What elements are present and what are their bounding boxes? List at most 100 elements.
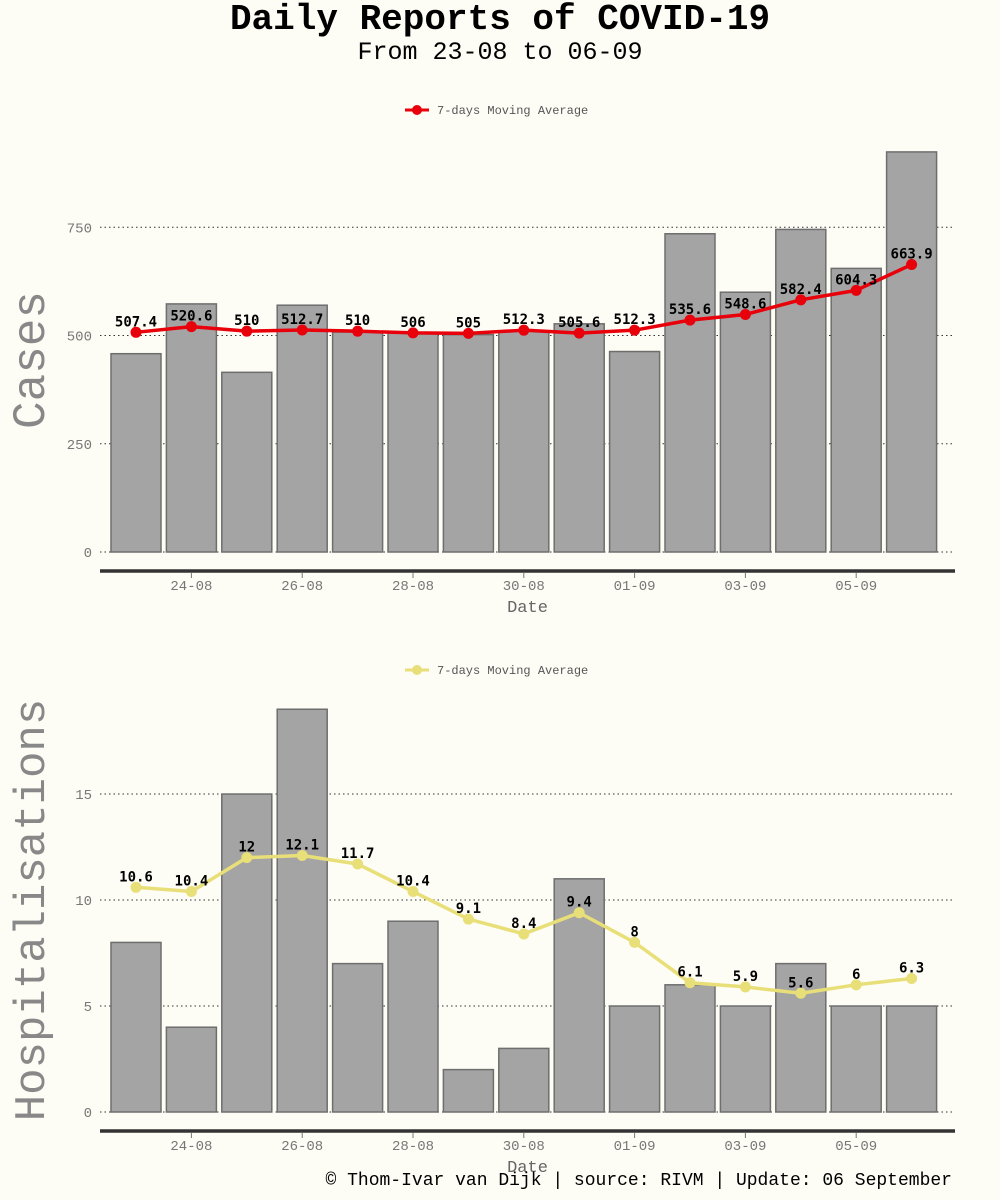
moving-average-data-label: 6.3	[899, 960, 924, 976]
hospitalisations-chart: 7-days Moving Average 0 5 10 15 10.6 10.4 12 12.…	[8, 664, 955, 1178]
bar	[498, 1047, 550, 1113]
x-axis-title: Date	[507, 599, 548, 618]
x-tick-label: 05-09	[835, 579, 877, 595]
moving-average-data-label: 548.6	[724, 296, 766, 312]
bar	[331, 331, 384, 553]
bar	[276, 304, 328, 553]
x-tick-label: 01-09	[614, 1139, 656, 1155]
bar	[830, 1005, 882, 1113]
chart-subtitle: From 23-08 to 06-09	[357, 38, 643, 67]
moving-average-data-label: 512.3	[503, 312, 545, 328]
bar	[775, 228, 827, 553]
x-tick-label: 26-08	[281, 579, 323, 595]
moving-average-point	[241, 325, 253, 337]
bar	[664, 984, 716, 1113]
y-axis-title: Hospitalisations	[8, 699, 58, 1121]
x-tick-label: 30-08	[503, 1139, 545, 1155]
bar	[442, 1068, 495, 1113]
moving-average-point	[352, 325, 364, 337]
moving-average-data-label: 512.7	[281, 312, 323, 328]
moving-average-data-label: 6	[852, 967, 860, 983]
bar	[110, 352, 162, 553]
moving-average-point	[296, 324, 308, 336]
moving-average-data-label: 507.4	[115, 314, 157, 330]
bar	[885, 151, 938, 553]
moving-average-data-label: 9.1	[456, 901, 481, 917]
bar	[165, 303, 218, 553]
moving-average-data-label: 510	[345, 313, 370, 329]
moving-average-point	[518, 324, 530, 336]
legend-marker	[412, 105, 422, 115]
moving-average-data-label: 512.3	[614, 312, 656, 328]
moving-average-data-label: 582.4	[780, 282, 822, 298]
moving-average-data-label: 520.6	[170, 309, 212, 325]
moving-average-data-label: 10.4	[175, 874, 209, 890]
bar	[387, 332, 439, 553]
bar	[830, 267, 882, 553]
bar	[664, 233, 716, 553]
bar	[387, 920, 439, 1113]
bar	[498, 330, 550, 553]
bar	[165, 1026, 218, 1113]
bar	[442, 333, 495, 553]
moving-average-point	[795, 987, 807, 999]
moving-average-data-label: 663.9	[891, 247, 933, 263]
bar	[276, 708, 328, 1113]
moving-average-point	[573, 907, 585, 919]
x-axis-title: Date	[507, 1159, 548, 1178]
moving-average-point	[739, 981, 751, 993]
bar	[221, 793, 273, 1113]
y-tick-label: 0	[84, 546, 92, 562]
moving-average-data-label: 506	[400, 315, 425, 331]
moving-average-data-label: 505	[456, 315, 481, 331]
moving-average-point	[739, 308, 751, 320]
moving-average-data-label: 510	[234, 313, 259, 329]
moving-average-point	[850, 284, 862, 296]
moving-average-point	[906, 972, 918, 984]
moving-average-data-label: 9.4	[567, 895, 592, 911]
chart-title: Daily Reports of COVID-19	[229, 0, 771, 40]
y-tick-label: 15	[75, 788, 92, 804]
moving-average-point	[130, 881, 142, 893]
x-tick-label: 24-08	[170, 1139, 212, 1155]
x-tick-label: 03-09	[724, 579, 766, 595]
moving-average-data-label: 505.6	[558, 315, 600, 331]
x-tick-label: 24-08	[170, 579, 212, 595]
y-axis-title: Cases	[6, 291, 58, 429]
y-tick-label: 750	[67, 221, 92, 237]
x-tick-label: 01-09	[614, 579, 656, 595]
x-tick-label: 28-08	[392, 1139, 434, 1155]
bar	[110, 941, 162, 1113]
moving-average-point	[296, 850, 308, 862]
bar	[221, 371, 273, 553]
moving-average-data-label: 5.9	[733, 969, 758, 985]
moving-average-point	[795, 294, 807, 306]
moving-average-point	[185, 321, 197, 333]
moving-average-data-label: 5.6	[788, 975, 813, 991]
x-tick-label: 05-09	[835, 1139, 877, 1155]
cases-chart: 7-days Moving Average 0 250 500 750 507.4 520.…	[6, 104, 955, 618]
moving-average-data-label: 8.4	[511, 916, 536, 932]
moving-average-data-label: 12	[238, 840, 255, 856]
bar	[553, 323, 605, 553]
moving-average-data-label: 8	[630, 924, 638, 940]
moving-average-point	[407, 327, 419, 339]
bar	[719, 291, 772, 553]
moving-average-point	[407, 886, 419, 898]
y-tick-label: 10	[75, 894, 92, 910]
moving-average-point	[629, 936, 641, 948]
moving-average-data-label: 535.6	[669, 302, 711, 318]
y-tick-label: 5	[84, 1000, 92, 1016]
legend-marker	[412, 665, 422, 675]
moving-average-point	[850, 979, 862, 991]
x-tick-label: 30-08	[503, 579, 545, 595]
moving-average-point	[241, 852, 253, 864]
bar	[608, 350, 661, 553]
x-tick-label: 03-09	[724, 1139, 766, 1155]
moving-average-point	[684, 977, 696, 989]
moving-average-point	[462, 327, 474, 339]
moving-average-point	[573, 327, 585, 339]
moving-average-point	[185, 886, 197, 898]
bar	[719, 1005, 772, 1113]
legend-label: 7-days Moving Average	[437, 664, 588, 678]
